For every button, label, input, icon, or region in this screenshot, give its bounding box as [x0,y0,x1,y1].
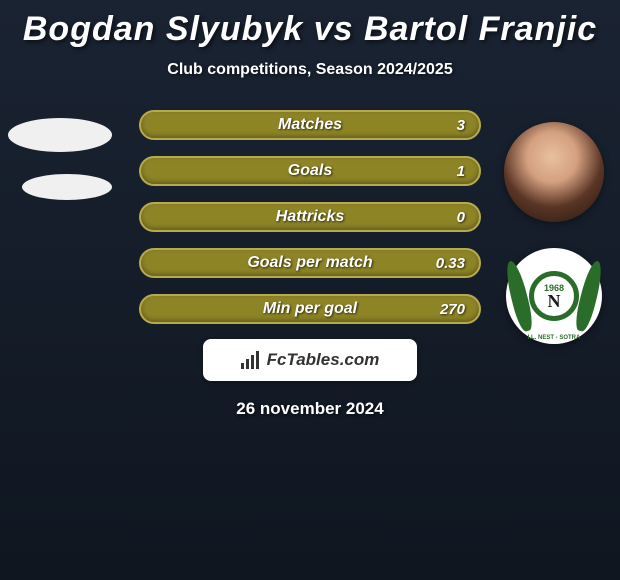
stat-bar-goals-per-match: Goals per match 0.33 [139,248,481,278]
stat-row: Goals per match 0.33 [10,247,610,279]
page-title: Bogdan Slyubyk vs Bartol Franjic [0,0,620,49]
stat-value: 1 [457,163,465,180]
stat-row: Goals 1 [10,155,610,187]
stat-bar-hattricks: Hattricks 0 [139,202,481,232]
stat-value: 0 [457,209,465,226]
site-name: FcTables.com [267,350,380,370]
date-label: 26 november 2024 [0,399,620,419]
page-subtitle: Club competitions, Season 2024/2025 [0,61,620,79]
stat-value: 270 [440,301,465,318]
stat-label: Goals [288,162,332,180]
stat-row: Hattricks 0 [10,201,610,233]
badge-text: I.L. NEST - SOTRA [511,335,597,341]
stat-bar-min-per-goal: Min per goal 270 [139,294,481,324]
stats-container: Matches 3 Goals 1 Hattricks 0 Goals per … [0,109,620,325]
stat-label: Matches [278,116,342,134]
stat-value: 3 [457,117,465,134]
stat-bar-matches: Matches 3 [139,110,481,140]
stat-label: Hattricks [276,208,344,226]
stat-value: 0.33 [436,255,465,272]
stat-label: Min per goal [263,300,357,318]
branding-box: FcTables.com [203,339,417,381]
stat-row: Min per goal 270 [10,293,610,325]
chart-icon [241,351,263,369]
stat-row: Matches 3 [10,109,610,141]
stat-label: Goals per match [247,254,372,272]
stat-bar-goals: Goals 1 [139,156,481,186]
